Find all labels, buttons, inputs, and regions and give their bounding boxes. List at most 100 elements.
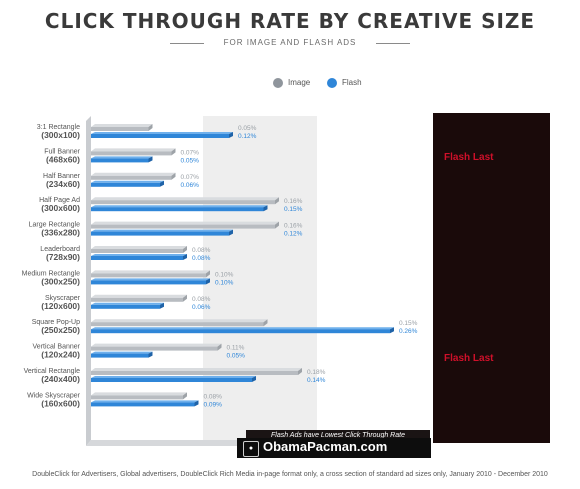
chart-title: CLICK THROUGH RATE BY CREATIVE SIZE (44, 9, 536, 33)
flash-bar (91, 280, 206, 285)
flash-last-overlay-panel (433, 113, 550, 443)
image-bar-end (275, 197, 279, 205)
category-label: Large Rectangle (29, 222, 80, 229)
flash-bar (91, 182, 160, 187)
category-size-label: (468x60) (46, 154, 80, 164)
category-label: 3:1 Rectangle (37, 124, 80, 131)
flash-value-label: 0.09% (204, 401, 223, 408)
image-bar (91, 249, 183, 253)
image-bar (91, 371, 298, 375)
image-value-label: 0.08% (192, 247, 211, 254)
chart-subtitle: FOR IMAGE AND FLASH ADS (223, 38, 357, 47)
subtitle-left-rule (170, 43, 204, 44)
image-bar (91, 322, 264, 327)
image-bar (91, 297, 183, 302)
image-bar-end (148, 124, 153, 131)
watermark-logo[interactable]: ● ObamaPacman.com (237, 438, 431, 458)
image-bar (91, 200, 275, 205)
flash-bar (91, 207, 264, 212)
flash-value-label: 0.12% (284, 231, 303, 238)
flash-value-label: 0.10% (215, 279, 234, 286)
category-size-label: (120x600) (41, 301, 80, 311)
image-value-label: 0.16% (284, 198, 303, 205)
category-label: Skyscraper (45, 295, 81, 302)
image-value-label: 0.07% (181, 149, 200, 156)
image-bar (91, 346, 218, 351)
legend-flash-label: Flash (342, 78, 362, 87)
flash-value-label: 0.08% (192, 255, 211, 262)
flash-bar-end (252, 376, 256, 382)
category-label: Wide Skyscraper (27, 392, 81, 399)
flash-bar-top (91, 376, 256, 378)
image-bar-end (217, 343, 222, 351)
image-bar-end (183, 392, 187, 400)
flash-bar-end (160, 180, 164, 187)
plot-area-left (91, 116, 203, 440)
plot-area-band (203, 116, 317, 440)
image-bar-end (275, 221, 279, 229)
category-size-label: (250x250) (41, 325, 80, 335)
flash-bar-top (91, 327, 394, 330)
category-size-label: (160x600) (41, 398, 80, 408)
watermark-banner: Flash Ads have Lowest Click Through Rate (246, 430, 430, 441)
flash-bar-top (91, 156, 153, 159)
flash-bar (91, 329, 390, 334)
image-bar-end (298, 368, 302, 375)
image-value-label: 0.18% (307, 369, 326, 376)
category-size-label: (300x600) (41, 203, 80, 213)
image-bar-top (91, 319, 268, 323)
category-size-label: (300x250) (41, 276, 80, 286)
flash-bar-top (91, 180, 164, 183)
image-bar (91, 395, 183, 400)
image-bar-top (91, 221, 279, 225)
image-bar-top (91, 368, 302, 371)
flash-bar-end (390, 327, 394, 334)
image-bar-end (171, 148, 176, 156)
flash-value-label: 0.05% (227, 353, 246, 360)
image-bar-end (183, 246, 187, 253)
image-bar-top (91, 294, 187, 298)
flash-bar-end (148, 156, 153, 163)
image-bar (91, 175, 172, 180)
category-size-label: (336x280) (41, 228, 80, 238)
legend-image-label: Image (288, 78, 311, 87)
image-value-label: 0.11% (227, 345, 245, 352)
flash-bar-top (91, 278, 210, 281)
image-bar-top (91, 246, 187, 249)
image-value-label: 0.08% (192, 296, 211, 303)
flash-bar (91, 158, 149, 163)
category-size-label: (300x100) (41, 130, 80, 140)
image-bar-end (183, 294, 187, 302)
flash-last-label-bottom: Flash Last (444, 353, 494, 364)
image-bar-top (91, 197, 279, 201)
flash-value-label: 0.06% (192, 304, 211, 311)
flash-bar (91, 134, 229, 138)
image-bar-end (171, 172, 176, 180)
image-value-label: 0.10% (215, 271, 234, 278)
image-value-label: 0.16% (284, 223, 303, 230)
flash-value-label: 0.14% (307, 377, 326, 384)
category-size-label: (120x240) (41, 350, 80, 360)
image-value-label: 0.07% (181, 174, 200, 181)
flash-bar (91, 378, 252, 382)
flash-bar-end (194, 400, 199, 407)
category-label: Vertical Rectangle (24, 368, 81, 375)
legend-image-swatch (273, 78, 283, 88)
image-bar (91, 151, 172, 156)
flash-bar-top (91, 400, 199, 403)
flash-bar-end (183, 254, 187, 260)
flash-bar-end (263, 205, 268, 212)
flash-bar (91, 353, 149, 358)
category-size-label: (240x400) (41, 374, 80, 384)
flash-bar-top (91, 302, 164, 305)
image-bar-top (91, 392, 187, 396)
image-bar (91, 273, 206, 278)
category-label: Half Banner (43, 173, 81, 180)
flash-bar-end (148, 351, 153, 358)
flash-bar (91, 256, 183, 260)
image-bar-top (91, 148, 176, 152)
watermark-site[interactable]: ObamaPacman.com (263, 439, 388, 454)
image-bar (91, 224, 275, 229)
flash-value-label: 0.12% (238, 133, 257, 140)
